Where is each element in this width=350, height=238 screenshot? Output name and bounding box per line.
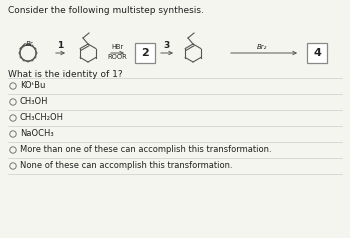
Text: Br₂: Br₂ [257,44,267,50]
Text: KOᵗBu: KOᵗBu [20,81,46,90]
Text: HBr: HBr [111,44,123,50]
Text: What is the identity of 1?: What is the identity of 1? [8,70,122,79]
Text: More than one of these can accomplish this transformation.: More than one of these can accomplish th… [20,145,272,154]
Text: NaOCH₃: NaOCH₃ [20,129,54,139]
Text: 4: 4 [313,48,321,58]
Text: Consider the following multistep synthesis.: Consider the following multistep synthes… [8,6,204,15]
Text: CH₃OH: CH₃OH [20,98,49,106]
Text: ROOR: ROOR [107,54,127,60]
Text: 1: 1 [57,41,63,50]
Text: Br: Br [26,40,34,47]
Text: 2: 2 [141,48,149,58]
Text: CH₃CH₂OH: CH₃CH₂OH [20,114,64,123]
Text: None of these can accomplish this transformation.: None of these can accomplish this transf… [20,162,233,170]
FancyBboxPatch shape [135,43,155,63]
FancyBboxPatch shape [307,43,327,63]
Text: 3: 3 [164,41,170,50]
